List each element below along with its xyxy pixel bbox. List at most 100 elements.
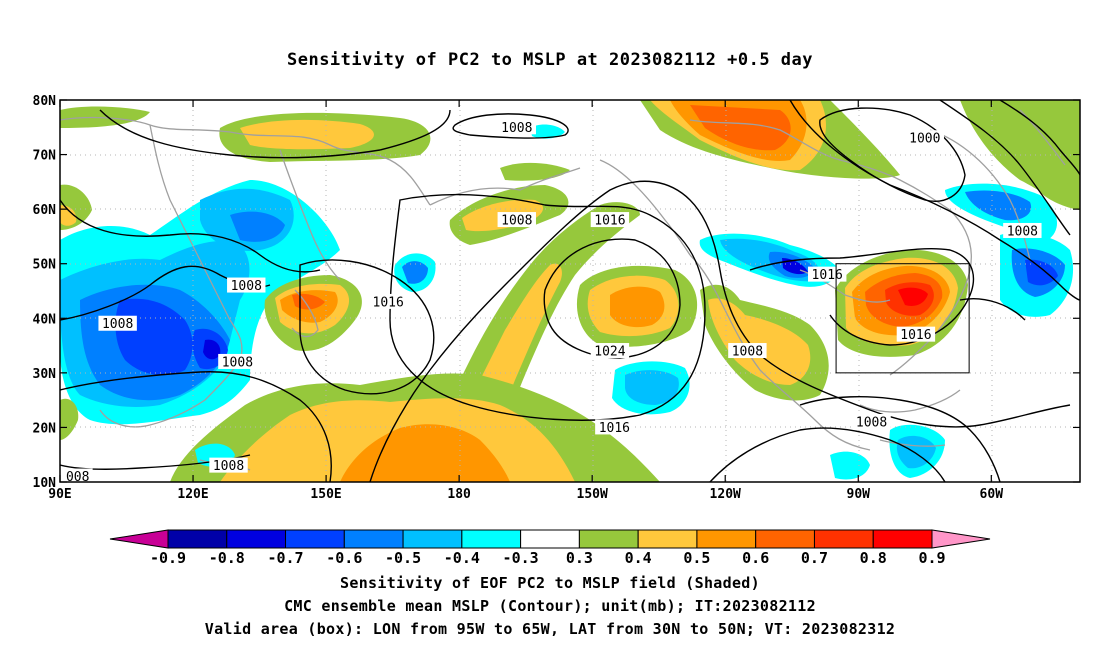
isobar-1008: [60, 199, 321, 273]
map-plot-area: 1008 1008 1008 1008 008 1016 1008 1008 1016 1024 1…: [60, 100, 1080, 485]
map-title: Sensitivity of PC2 to MSLP at 2023082112…: [286, 50, 813, 70]
colorbar-swatch: [813, 529, 874, 549]
contour-label: 1016: [373, 295, 404, 310]
coastline: [879, 439, 946, 447]
shade-region: [530, 124, 565, 139]
shade-region: [898, 287, 928, 306]
colorbar-label: -0.8: [209, 549, 245, 567]
lat-tick-label: 80N: [33, 94, 57, 109]
coastline: [60, 116, 431, 206]
coastline: [599, 159, 691, 256]
shade-region: [203, 339, 221, 360]
colorbar-high-extend: [931, 529, 991, 549]
contour-label: 1008: [501, 214, 532, 229]
colorbar-label: -0.7: [267, 549, 303, 567]
shade-region: [690, 105, 791, 151]
lat-tick-label: 70N: [33, 149, 57, 164]
contour-label-bg: [896, 326, 936, 342]
contour-label-bg: [218, 353, 257, 369]
shade-region: [1040, 179, 1080, 210]
lon-tick-label: 150W: [577, 487, 608, 502]
isobar-1016: [389, 193, 706, 421]
valid-area-box: [835, 263, 970, 374]
colorbar-swatch: [637, 529, 698, 549]
isobar-1016: [959, 298, 1026, 321]
coastline: [279, 149, 341, 281]
coastline: [689, 254, 871, 451]
lat-tick-label: 20N: [33, 421, 57, 436]
contour-label: 1016: [599, 421, 630, 436]
lat-tick-label: 50N: [33, 258, 57, 273]
colorbar-swatch: [167, 529, 228, 549]
lon-tick-label: 120W: [710, 487, 741, 502]
lon-tick-label: 180: [447, 487, 471, 502]
shade-region: [340, 424, 510, 482]
contour-label: 1024: [594, 345, 625, 360]
isobar-1008: [99, 109, 451, 159]
contour-label: 1008: [1007, 224, 1038, 239]
caption-line-1: Sensitivity of EOF PC2 to MSLP field (Sh…: [340, 574, 760, 592]
contour-label-bg: [1003, 222, 1042, 238]
contour-label: 008: [66, 470, 89, 485]
colorbar-low-extend: [109, 529, 169, 549]
contour-label: 1016: [594, 214, 625, 229]
colorbar-label: 0.9: [918, 549, 945, 567]
lon-tick-label: 60W: [980, 487, 1004, 502]
graticule: [60, 100, 1080, 482]
shade-region: [1025, 259, 1058, 286]
colorbar-label: -0.9: [150, 549, 186, 567]
colorbar-swatch: [696, 529, 757, 549]
isobar-1008: [369, 180, 1071, 482]
isobar-1016: [299, 259, 435, 395]
colorbar-label: 0.5: [683, 549, 710, 567]
contour-label: 1008: [732, 345, 763, 360]
shade-region: [965, 190, 1032, 221]
shade-region: [610, 286, 665, 328]
contour-label: 1008: [102, 317, 133, 332]
shade-region: [625, 370, 679, 405]
coastlines: [60, 109, 1066, 471]
shade-region: [240, 119, 374, 150]
lat-tick-label: 30N: [33, 367, 57, 382]
contour-label: 1016: [900, 328, 931, 343]
contour-label-bg: [728, 343, 767, 359]
isobar-1016: [749, 247, 975, 346]
contour-label-bg: [497, 212, 536, 228]
lat-tick-label: 40N: [33, 312, 57, 327]
contour-label: 1008: [231, 279, 262, 294]
contour-label-bg: [62, 468, 93, 482]
isobar-1008: [60, 371, 332, 482]
coastline: [929, 129, 1031, 261]
caption-line-3: Valid area (box): LON from 95W to 65W, L…: [204, 620, 896, 638]
coastline: [859, 389, 961, 413]
lat-tick-label: 60N: [33, 203, 57, 218]
contour-labels: 1008 1008 1008 1008 008 1016 1008 1008 1016 1024 1…: [62, 119, 1042, 485]
contour-label-bg: [368, 293, 408, 309]
contour-label-bg: [497, 119, 536, 135]
contour-label-bg: [905, 130, 944, 146]
contour-label: 1008: [501, 121, 532, 136]
shade-region: [708, 298, 811, 385]
contour-label-bg: [808, 266, 847, 282]
shade-region: [500, 162, 570, 181]
shade-region: [1060, 120, 1080, 160]
colorbar-swatch: [461, 529, 522, 549]
contour-label: 1000: [909, 132, 940, 147]
colorbar-label: 0.3: [566, 549, 593, 567]
isobar-1024: [543, 238, 681, 359]
contour-label: 1008: [213, 459, 244, 474]
colorbar-label: -0.4: [444, 549, 480, 567]
shade-region: [402, 261, 428, 284]
colorbar-swatch: [755, 529, 815, 549]
colorbar-swatch: [226, 529, 287, 549]
colorbar-label: 0.6: [742, 549, 769, 567]
isobar-1008: [939, 100, 1071, 236]
contour-label: 1016: [812, 268, 843, 283]
colorbar-swatch: [520, 529, 580, 549]
contour-label-bg: [98, 315, 137, 331]
coastline: [1019, 109, 1066, 166]
colorbar-swatch: [285, 529, 345, 549]
colorbar-label: -0.3: [503, 549, 539, 567]
colorbar-label: -0.5: [385, 549, 421, 567]
